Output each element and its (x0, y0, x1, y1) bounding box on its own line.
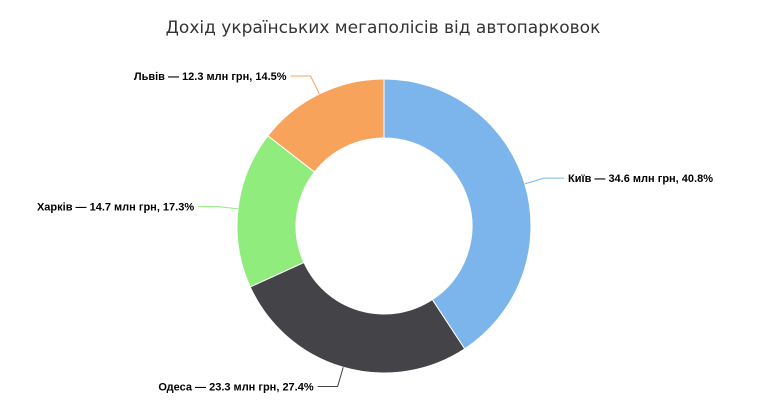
data-label-2: Одеса — 23.3 млн грн, 27.4% (158, 381, 313, 393)
label-connector-3 (198, 206, 239, 210)
data-labels-group: Київ — 34.6 млн грн, 40.8% Одеса — 23.3 м… (37, 71, 713, 393)
label-connector-2 (317, 367, 344, 387)
pie-slice-4[interactable] (267, 78, 385, 173)
label-connector-1 (524, 177, 565, 185)
data-label-4: Львів — 12.3 млн грн, 14.5% (134, 71, 287, 83)
label-connector-4 (290, 75, 320, 95)
pie-slice-1[interactable] (383, 78, 532, 350)
pie-slice-2[interactable] (249, 261, 466, 374)
slices-group (236, 78, 532, 374)
data-label-1: Київ — 34.6 млн грн, 40.8% (568, 173, 713, 185)
data-label-3: Харків — 14.7 млн грн, 17.3% (37, 202, 194, 214)
connectors-group (198, 75, 565, 387)
chart-title: Дохід українських мегаполісів від автопа… (166, 18, 601, 38)
